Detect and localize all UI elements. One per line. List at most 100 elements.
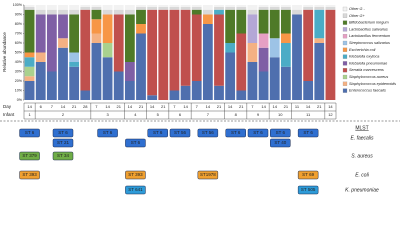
bar-segment [325, 9, 336, 100]
bar-segment [24, 52, 35, 58]
day-label: 14 [150, 104, 155, 109]
bar-segment [280, 9, 291, 34]
bar-segment [202, 9, 213, 15]
legend-swatch [342, 34, 348, 39]
day-label: 21 [139, 104, 144, 109]
bar-segment [225, 43, 236, 53]
bar-segment [80, 90, 91, 100]
mlst-box [19, 128, 40, 138]
y-tick-label: 20% [15, 79, 23, 83]
bar-segment [280, 5, 291, 7]
bar-segment [24, 76, 35, 81]
page: Relative abundance 0% 10% 20% 30% 40% 50% 60% 7… [0, 2, 400, 195]
bar-segment [147, 6, 158, 10]
day-label: 7 [95, 104, 98, 109]
bar-segment [158, 9, 169, 100]
mlst-box [297, 185, 319, 195]
bar-segment [136, 5, 146, 7]
legend-swatch [342, 81, 348, 86]
legend-swatch [342, 6, 348, 12]
mlst-label: ST 6 [253, 130, 263, 135]
bar-segment [269, 5, 280, 7]
mlst-box [197, 128, 219, 138]
y-tick-label: 50% [15, 50, 23, 54]
bar-segment [214, 5, 224, 7]
bar-segment [280, 43, 291, 67]
bar-segment [303, 81, 314, 100]
day-label: 14 [306, 104, 311, 109]
day-label: 14 [61, 104, 66, 109]
bar-segment [113, 9, 124, 15]
bar-segment [46, 9, 57, 15]
bar-segment [269, 38, 280, 58]
day-label: 14 [261, 104, 266, 109]
legend-swatch [342, 61, 348, 66]
bar-segment [247, 9, 258, 15]
bar-segment [191, 5, 202, 7]
bar-segment [46, 14, 57, 72]
bar-segment [136, 33, 146, 100]
y-tick-label: 10% [15, 88, 23, 92]
infant-label: 12 [328, 112, 333, 117]
bar-segment [325, 6, 336, 10]
y-tick-label: 0% [17, 98, 23, 102]
bar-segment [258, 33, 269, 48]
bar-segment [80, 6, 91, 10]
bar-segment [247, 5, 258, 10]
legend-label: Enterococcus faecalis [349, 89, 386, 93]
mlst-row-label: E. coli [355, 172, 370, 178]
mlst-box [270, 128, 291, 138]
bar-segment [236, 33, 247, 91]
bar-segment [191, 9, 202, 15]
mlst-label: ST 56 [174, 130, 186, 135]
mlst-label: ST 6 [58, 130, 68, 135]
bar-segment [202, 14, 213, 24]
bar-segment [58, 14, 68, 39]
mlst-row-label: E. faecalis [350, 135, 374, 141]
bar-segment [102, 14, 113, 43]
legend-swatch [342, 74, 348, 80]
bar-segment [136, 9, 146, 24]
day-label: 14 [183, 104, 188, 109]
bar-segment [236, 9, 247, 34]
day-label: 21 [116, 104, 121, 109]
infant-label: 10 [278, 112, 283, 117]
mlst-label: ST 393 [128, 172, 143, 177]
row-label: Day [3, 104, 12, 109]
bar-segment [214, 9, 224, 15]
bar-segment [236, 90, 247, 100]
bar-segment [35, 9, 46, 15]
bar-segment [69, 9, 80, 15]
legend-label: Staphylococcus aureus [349, 75, 388, 79]
day-label: 11 [295, 104, 300, 109]
legend-label: Other G+ [349, 14, 366, 18]
mlst-label: ST 641 [128, 187, 143, 192]
legend-swatch [342, 40, 348, 46]
legend-swatch [342, 68, 348, 73]
mlst-box [125, 170, 146, 180]
bar-segment [303, 9, 314, 81]
mlst-label: ST 379 [22, 153, 37, 158]
legend-label: Streptococcus salivarius [349, 41, 390, 45]
bar-segment [225, 9, 236, 43]
day-label: 28 [83, 104, 88, 109]
bar-segment [124, 5, 135, 10]
legend-swatch [342, 13, 348, 18]
infant-label: 3 [106, 112, 109, 117]
bar-segment [91, 43, 102, 100]
day-label: 7 [196, 104, 199, 109]
legend-label: Klebsiella oxytoca [349, 55, 379, 59]
mlst-label: ST 6 [153, 130, 163, 135]
bar-segment [191, 81, 202, 100]
bar-segment [136, 24, 146, 34]
bar-segment [214, 6, 224, 10]
day-label: 21 [239, 104, 244, 109]
day-label: 7 [51, 104, 54, 109]
bar-segment [292, 14, 302, 100]
bar-segment [314, 43, 325, 100]
mlst-label: ST 6 [131, 140, 141, 145]
infant-label: 6 [179, 112, 182, 117]
bar-segment [136, 6, 146, 10]
legend-label: Escherichia coli [349, 48, 376, 52]
day-label: 14 [206, 104, 211, 109]
